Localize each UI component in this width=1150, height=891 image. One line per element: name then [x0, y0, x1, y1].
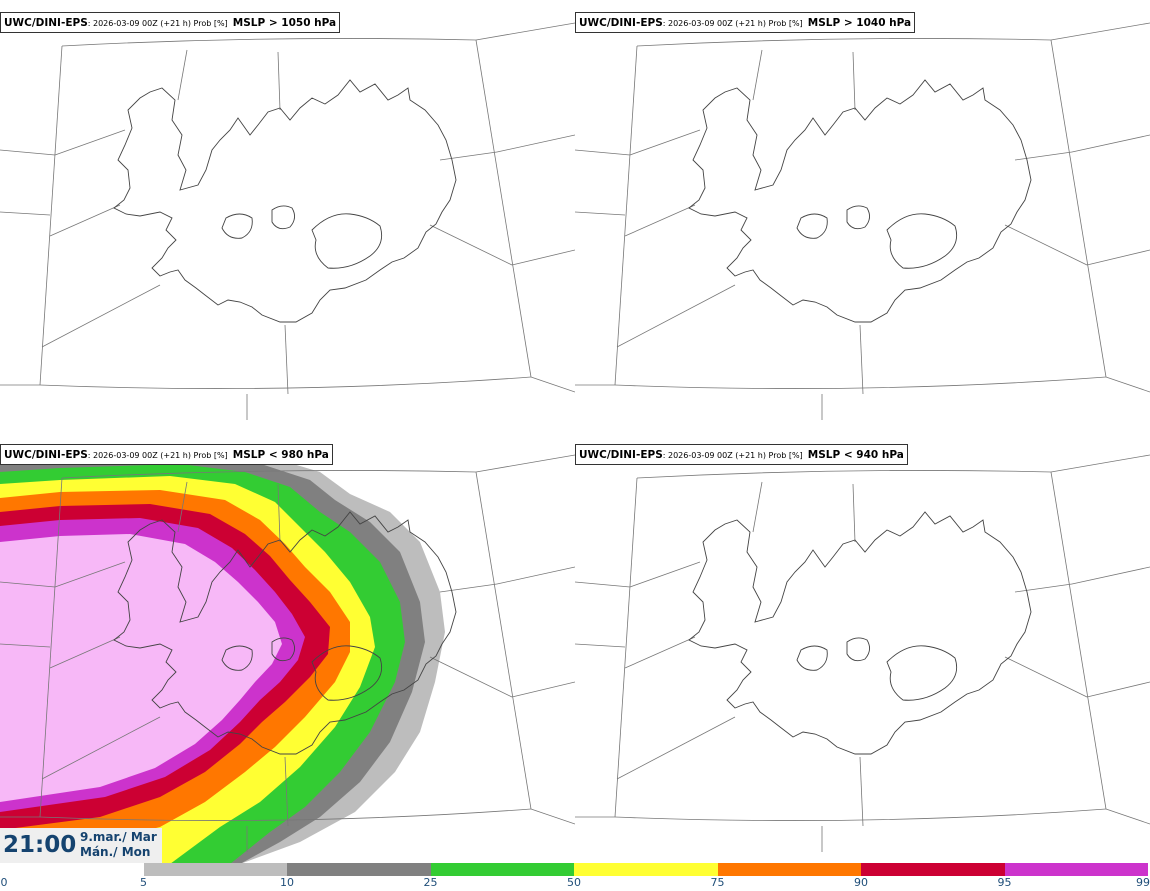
valid-date-line1: 9.mar./ Mar — [80, 830, 157, 844]
colorbar-segment — [0, 863, 144, 876]
colorbar-segment — [287, 863, 431, 876]
colorbar-tick-label: 50 — [567, 876, 581, 889]
iceland-coastline — [113, 79, 457, 323]
panel-title: UWC/DINI-EPS: 2026-03-09 00Z (+21 h) Pro… — [575, 12, 916, 33]
map-panel-mslp-gt-1040: UWC/DINI-EPS: 2026-03-09 00Z (+21 h) Pro… — [575, 0, 1150, 432]
colorbar-segment — [717, 863, 861, 876]
iceland-coastline — [688, 511, 1032, 755]
probability-field — [0, 447, 445, 864]
colorbar-segment — [430, 863, 574, 876]
map-panel-mslp-gt-1050: UWC/DINI-EPS: 2026-03-09 00Z (+21 h) Pro… — [0, 0, 575, 432]
colorbar-tick-label: 90 — [854, 876, 868, 889]
iceland-coastline — [688, 79, 1032, 323]
panel-title: UWC/DINI-EPS: 2026-03-09 00Z (+21 h) Pro… — [575, 444, 908, 465]
colorbar-tick-label: 5 — [140, 876, 147, 889]
panel-title: UWC/DINI-EPS: 2026-03-09 00Z (+21 h) Pro… — [0, 12, 341, 33]
map-panel-mslp-lt-980: UWC/DINI-EPS: 2026-03-09 00Z (+21 h) Pro… — [0, 432, 575, 864]
graticule-lines — [575, 22, 1150, 420]
graticule-lines — [0, 454, 575, 852]
graticule-lines — [0, 22, 575, 420]
colorbar-segment — [574, 863, 718, 876]
map-canvas — [0, 447, 575, 864]
graticule-lines — [575, 454, 1150, 852]
valid-time: 21:00 — [3, 832, 77, 858]
colorbar-tick-label: 0 — [0, 876, 8, 889]
map-canvas — [575, 22, 1150, 420]
probability-colorbar — [0, 863, 1150, 876]
valid-time-box: 21:00 9.mar./ Mar Mán./ Mon — [0, 828, 162, 863]
colorbar-tick-label: 99 — [1136, 876, 1150, 889]
map-canvas — [0, 22, 575, 420]
colorbar-tick-label: 75 — [710, 876, 725, 889]
valid-date-line2: Mán./ Mon — [80, 845, 151, 859]
colorbar-tick-label: 10 — [280, 876, 294, 889]
prob-band-99 — [0, 534, 282, 802]
map-canvas — [575, 454, 1150, 852]
panel-title: UWC/DINI-EPS: 2026-03-09 00Z (+21 h) Pro… — [0, 444, 333, 465]
map-panel-mslp-lt-940: UWC/DINI-EPS: 2026-03-09 00Z (+21 h) Pro… — [575, 432, 1150, 864]
colorbar-segment — [1004, 863, 1148, 876]
colorbar-segment — [861, 863, 1005, 876]
colorbar-segment — [143, 863, 287, 876]
iceland-coastline — [113, 511, 457, 755]
colorbar-tick-label: 25 — [423, 876, 438, 889]
colorbar-tick-label: 95 — [997, 876, 1012, 889]
